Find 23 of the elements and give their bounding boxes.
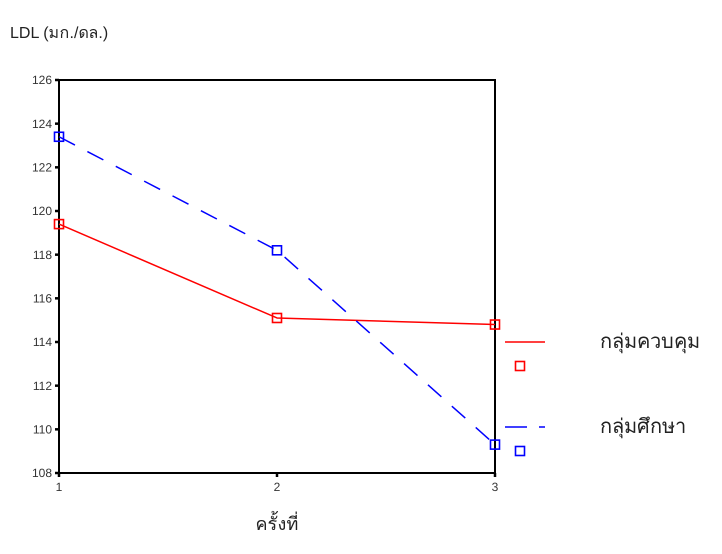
point — [54, 218, 64, 230]
y-tick-label: 114 — [32, 335, 52, 350]
point — [490, 319, 500, 330]
x-axis-title: ครั้งที่ — [256, 511, 298, 534]
point — [490, 439, 500, 450]
text: กลุ่มศึกษา — [600, 416, 686, 439]
y-tick-label: 112 — [32, 378, 52, 393]
y-tick-label: 122 — [32, 160, 52, 175]
x-tick-label: 3 — [492, 480, 499, 494]
y-tick-label: 124 — [32, 116, 52, 131]
point — [272, 312, 282, 324]
point — [54, 131, 64, 142]
x-tick-label: 1 — [56, 480, 63, 494]
y-tick-label: 118 — [32, 248, 52, 262]
y-tick-label: 116 — [32, 292, 52, 306]
y-tick-label: 120 — [32, 204, 52, 218]
y-tick-label: 110 — [32, 422, 52, 437]
text: กลุ่มควบคุม — [600, 331, 700, 354]
y-tick-label: 126 — [32, 73, 52, 88]
x-tick-label: 2 — [274, 480, 281, 494]
y-axis-title: LDL (มก./ดล.) — [10, 25, 108, 42]
point — [272, 245, 282, 256]
y-tick-label: 108 — [32, 466, 52, 480]
